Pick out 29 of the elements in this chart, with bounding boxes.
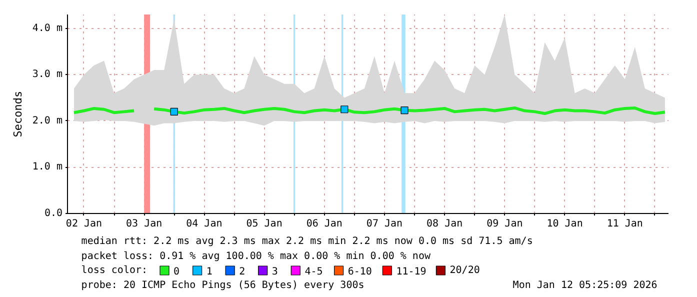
x-tick-label: 11 Jan — [606, 218, 643, 230]
x-tick-label: 10 Jan — [546, 218, 583, 230]
legend-label: 20/20 — [450, 265, 480, 276]
text: packet loss: 0.91 % avg 100.00 % max 0.00 % min 0.00 % now — [81, 251, 432, 262]
y-axis-title: Seconds — [11, 90, 24, 138]
text: median rtt: 2.2 ms avg 2.3 ms max 2.2 ms min 2.2 ms now 0.0 ms sd 71.5 am/s — [81, 236, 533, 247]
legend-label: 2 — [239, 266, 246, 278]
x-tick-label: 03 Jan — [126, 218, 162, 230]
y-tick-label: 0.0 — [44, 208, 62, 219]
x-tick-label: 07 Jan — [366, 218, 403, 230]
legend-label: 0 — [174, 266, 180, 278]
x-tick-label: 05 Jan — [246, 218, 282, 230]
y-tick-label: 1.0 m — [32, 162, 63, 173]
legend-label: 11-19 — [396, 266, 426, 278]
legend-label: 1 — [206, 266, 212, 278]
y-tick-label: 3.0 m — [32, 69, 63, 80]
legend-label: 4-5 — [304, 266, 323, 278]
x-tick-label: 08 Jan — [426, 218, 463, 230]
text: probe: 20 ICMP Echo Pings (56 Bytes) every 300s — [81, 280, 364, 291]
y-tick-label: 2.0 m — [32, 115, 63, 126]
x-tick-label: 09 Jan — [486, 218, 523, 230]
legend-title: loss color: — [81, 265, 148, 276]
y-tick-label: 4.0 m — [32, 22, 63, 34]
x-tick-label: 02 Jan — [66, 218, 102, 230]
legend-label: 3 — [272, 266, 278, 278]
x-tick-label: 06 Jan — [306, 218, 342, 230]
legend-label: 6-10 — [348, 266, 372, 278]
text: Mon Jan 12 05:25:09 2026 — [512, 280, 658, 291]
x-tick-label: 04 Jan — [186, 218, 222, 230]
